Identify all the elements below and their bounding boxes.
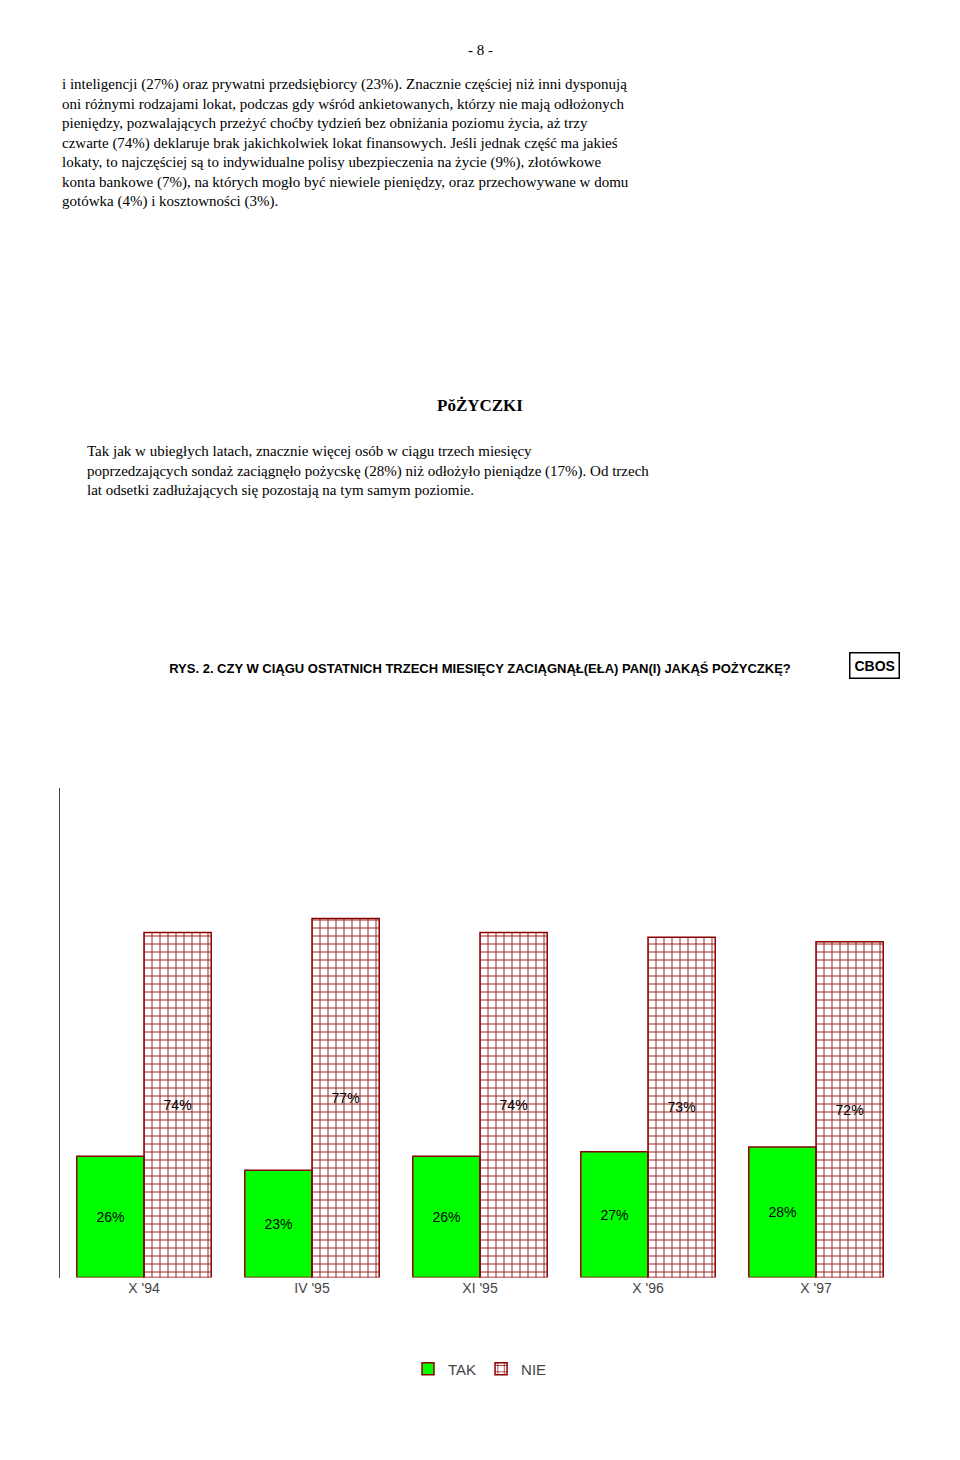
svg-text:X '94: X '94 [128, 1280, 160, 1296]
svg-text:X '97: X '97 [800, 1280, 832, 1296]
svg-text:72%: 72% [836, 1102, 864, 1118]
svg-text:Tak jak w ubiegłych latach, zn: Tak jak w ubiegłych latach, znacznie wię… [87, 443, 649, 498]
svg-text:CBOS: CBOS [855, 658, 895, 674]
svg-text:RYS. 2. CZY W CIĄGU OSTATNICH: RYS. 2. CZY W CIĄGU OSTATNICH TRZECH MIE… [169, 661, 791, 676]
svg-text:26%: 26% [432, 1209, 460, 1225]
svg-text:74%: 74% [164, 1097, 192, 1113]
svg-text:XI '95: XI '95 [462, 1280, 498, 1296]
svg-text:TAK: TAK [448, 1361, 476, 1378]
svg-text:27%: 27% [600, 1207, 628, 1223]
svg-text:73%: 73% [668, 1099, 696, 1115]
svg-text:23%: 23% [264, 1216, 292, 1232]
svg-text:IV '95: IV '95 [294, 1280, 330, 1296]
svg-text:NIE: NIE [521, 1361, 546, 1378]
svg-text:X '96: X '96 [632, 1280, 664, 1296]
svg-text:PŏŻYCZKI: PŏŻYCZKI [437, 396, 523, 415]
svg-text:74%: 74% [500, 1097, 528, 1113]
svg-text:26%: 26% [96, 1209, 124, 1225]
svg-text:28%: 28% [768, 1204, 796, 1220]
svg-text:- 8 -: - 8 - [468, 42, 493, 58]
svg-text:77%: 77% [332, 1090, 360, 1106]
svg-text:i inteligencji (27%) oraz pryw: i inteligencji (27%) oraz prywatni przed… [62, 76, 629, 210]
